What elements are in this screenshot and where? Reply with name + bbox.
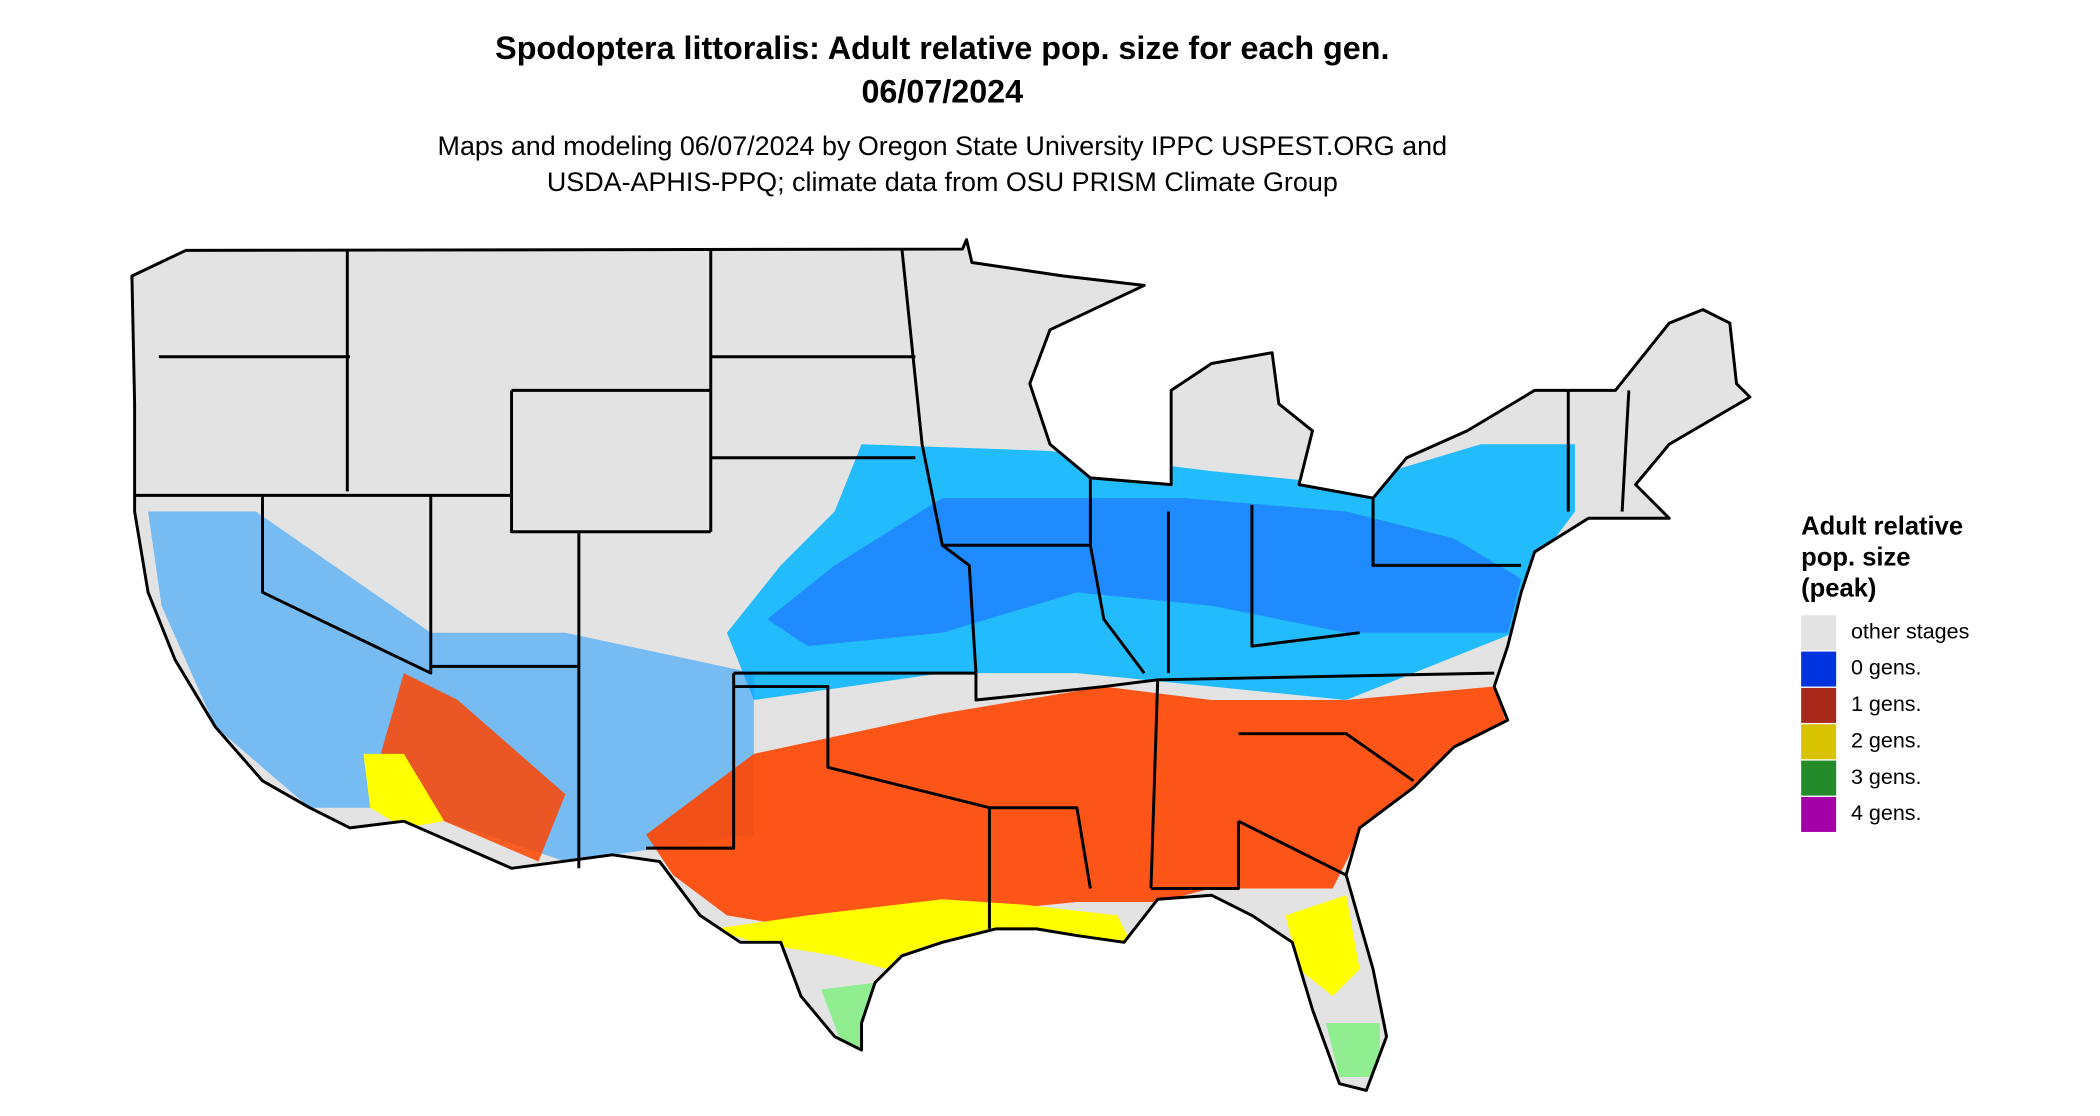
subtitle: Maps and modeling 06/07/2024 by Oregon S… [438, 131, 1448, 161]
legend-label: 4 gens. [1851, 801, 1922, 825]
legend-swatch [1801, 724, 1837, 760]
legend-label: other stages [1851, 619, 1969, 643]
state-borders [130, 238, 1752, 1092]
zone-2-az [363, 753, 445, 828]
map [130, 238, 1752, 1092]
legend-label: 3 gens. [1851, 765, 1922, 789]
zone-0-west [148, 511, 754, 862]
header: Spodoptera littoralis: Adult relative po… [438, 30, 1448, 197]
legend-label: 2 gens. [1851, 728, 1922, 752]
zone-1-west [376, 673, 566, 862]
zone-2-fl [1285, 895, 1360, 997]
legend-title: Adult relative [1801, 512, 1963, 540]
zone-2 [713, 899, 1131, 970]
zones [148, 444, 1575, 1077]
legend-title: pop. size [1801, 543, 1910, 571]
legend-label: 0 gens. [1851, 656, 1922, 680]
subtitle: USDA-APHIS-PPQ; climate data from OSU PR… [547, 167, 1338, 197]
legend-label: 1 gens. [1851, 692, 1922, 716]
legend-swatch [1801, 615, 1837, 651]
zone-0 [767, 498, 1522, 647]
zone-3-fl [1325, 1023, 1380, 1077]
title: Spodoptera littoralis: Adult relative po… [495, 30, 1389, 66]
title: 06/07/2024 [861, 73, 1023, 109]
legend-swatch [1801, 687, 1837, 723]
legend: Adult relative pop. size (peak) other st… [1801, 512, 1969, 832]
legend-swatch [1801, 760, 1837, 796]
legend-swatch [1801, 796, 1837, 832]
legend-swatch [1801, 651, 1837, 687]
legend-title: (peak) [1801, 574, 1876, 602]
